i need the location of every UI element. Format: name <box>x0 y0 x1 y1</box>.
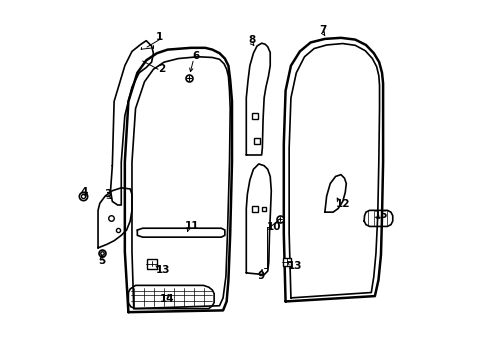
Text: 5: 5 <box>98 256 105 266</box>
Text: 14: 14 <box>159 294 174 304</box>
Text: 10: 10 <box>266 222 281 232</box>
Text: 4: 4 <box>81 187 88 197</box>
Text: 12: 12 <box>335 199 349 209</box>
Text: 13: 13 <box>287 261 302 271</box>
Text: 3: 3 <box>104 189 111 199</box>
Text: 1: 1 <box>156 32 163 42</box>
Text: 9: 9 <box>257 271 264 281</box>
Text: 8: 8 <box>247 35 255 45</box>
Text: 2: 2 <box>158 64 165 74</box>
Text: 6: 6 <box>192 51 200 61</box>
Text: 13: 13 <box>156 265 170 275</box>
Text: 15: 15 <box>373 210 387 220</box>
Text: 7: 7 <box>319 25 326 35</box>
Text: 11: 11 <box>184 221 199 231</box>
